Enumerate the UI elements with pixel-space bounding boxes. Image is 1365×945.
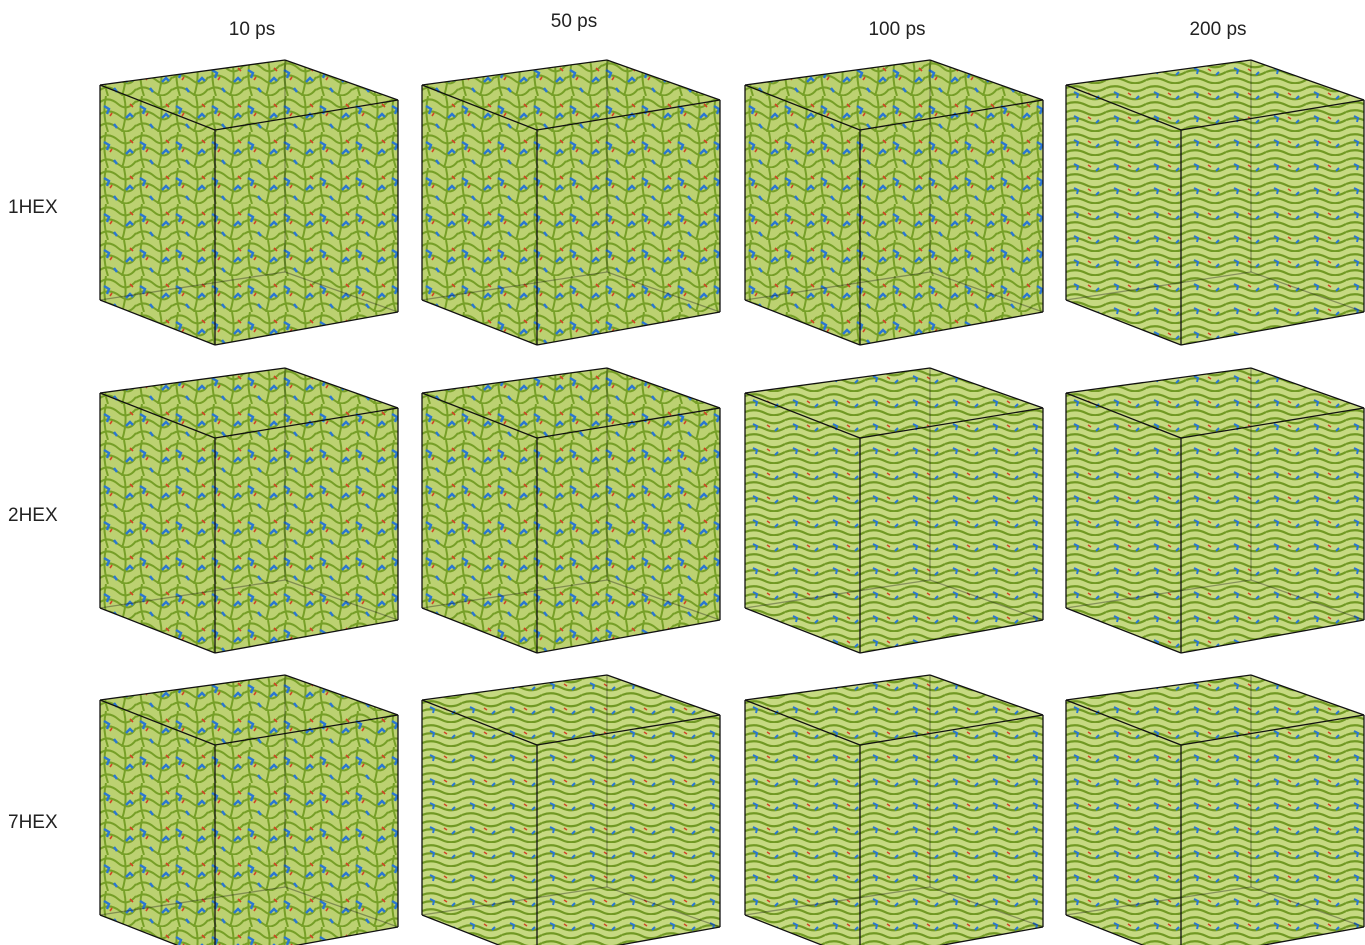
page: 10 ps50 ps100 ps200 ps1HEX2HEX7HEX (() =… (0, 0, 1365, 945)
row-label: 7HEX (8, 812, 58, 833)
snapshot-cube (1066, 60, 1364, 345)
snapshot-cube (100, 60, 398, 345)
snapshot-cube (100, 675, 398, 945)
column-header: 200 ps (1189, 19, 1246, 40)
snapshot-cube (1066, 368, 1364, 653)
molecular-structure (1066, 675, 1364, 945)
molecular-structure (422, 675, 720, 945)
snapshot-cube (1066, 675, 1364, 945)
molecular-structure (100, 675, 398, 945)
snapshot-cube (100, 368, 398, 653)
snapshot-cube (745, 60, 1043, 345)
molecular-structure (745, 675, 1043, 945)
column-header: 10 ps (229, 19, 275, 40)
figure: 10 ps 50 ps 100 ps 200 ps 1HEX 2HEX 7HEX (0, 0, 1365, 945)
row-label: 1HEX (8, 197, 58, 218)
snapshot-cube (422, 60, 720, 345)
column-header: 100 ps (868, 19, 925, 40)
snapshot-cube (422, 368, 720, 653)
column-header: 50 ps (551, 11, 597, 32)
snapshot-cube (422, 675, 720, 945)
snapshot-cube (745, 368, 1043, 653)
snapshot-cube (745, 675, 1043, 945)
snapshot-grid (100, 60, 1364, 945)
row-label: 2HEX (8, 505, 58, 526)
